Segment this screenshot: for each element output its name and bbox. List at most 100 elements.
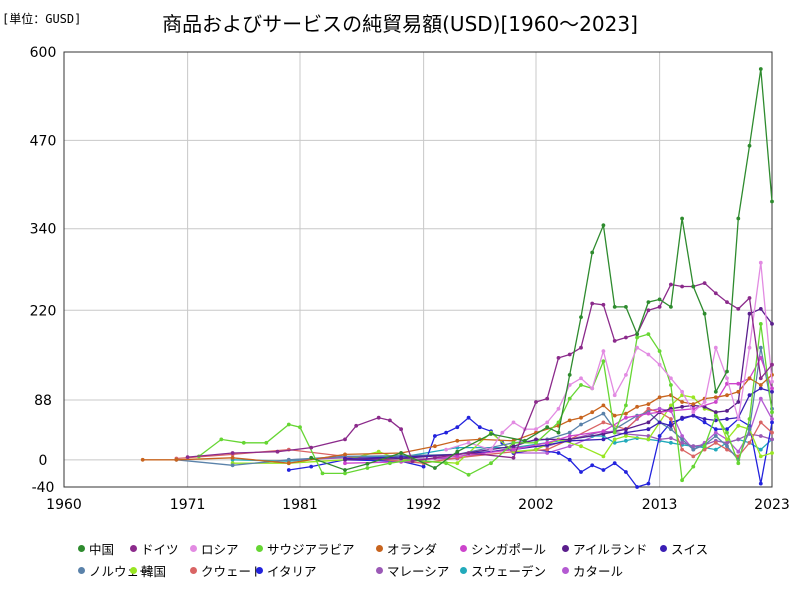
- legend-marker-icon: [376, 567, 383, 574]
- data-point: [567, 373, 572, 377]
- data-point: [758, 434, 763, 438]
- data-point: [567, 383, 572, 387]
- data-point: [713, 447, 718, 452]
- data-point: [680, 447, 684, 452]
- data-point: [725, 409, 729, 413]
- data-point: [354, 423, 359, 428]
- data-point: [590, 410, 595, 415]
- data-point: [758, 481, 763, 486]
- data-point: [624, 403, 628, 408]
- data-point: [601, 349, 606, 353]
- data-point: [601, 302, 606, 307]
- data-point: [657, 406, 662, 411]
- data-point: [770, 430, 774, 435]
- data-point: [747, 296, 752, 300]
- data-point: [567, 434, 572, 438]
- series-ドイツ: [185, 281, 774, 464]
- data-point: [590, 250, 595, 255]
- data-point: [635, 332, 639, 336]
- data-point: [376, 449, 381, 454]
- data-point: [579, 383, 583, 387]
- data-point: [590, 301, 595, 306]
- data-point: [590, 463, 595, 468]
- data-point: [657, 305, 662, 309]
- data-point: [556, 451, 561, 455]
- data-point: [770, 437, 774, 442]
- y-tick-label: 0: [39, 453, 48, 469]
- data-point: [646, 481, 651, 486]
- data-point: [567, 437, 572, 442]
- y-tick-label: 88: [34, 393, 52, 409]
- legend-label: イタリア: [267, 564, 317, 579]
- data-point: [725, 369, 729, 374]
- data-point: [365, 466, 370, 470]
- data-point: [747, 143, 752, 148]
- data-point: [556, 430, 561, 435]
- data-point: [601, 411, 606, 416]
- data-point: [646, 437, 651, 442]
- data-point: [601, 420, 606, 425]
- data-point: [758, 386, 763, 391]
- data-point: [725, 300, 729, 304]
- data-point: [567, 352, 572, 357]
- legend-label: ロシア: [201, 542, 239, 557]
- data-point: [758, 376, 763, 381]
- legend-marker-icon: [78, 567, 85, 574]
- data-point: [713, 410, 718, 415]
- data-point: [612, 437, 617, 442]
- data-point: [433, 434, 437, 438]
- data-point: [477, 425, 482, 430]
- legend-label: クウェート: [201, 564, 264, 579]
- data-point: [466, 440, 471, 445]
- series-line: [310, 68, 773, 471]
- data-point: [399, 456, 403, 461]
- legend-label: 中国: [89, 542, 115, 557]
- data-point: [601, 437, 606, 442]
- data-point: [320, 471, 325, 476]
- data-point: [691, 395, 696, 400]
- data-point: [770, 199, 774, 204]
- data-point: [567, 430, 572, 435]
- data-point: [635, 404, 639, 409]
- data-point: [669, 440, 673, 445]
- data-point: [691, 454, 696, 459]
- data-point: [646, 420, 651, 425]
- data-point: [770, 389, 774, 394]
- data-point: [624, 373, 628, 377]
- data-point: [669, 282, 673, 287]
- data-point: [601, 432, 606, 436]
- data-point: [725, 440, 729, 445]
- legend-item: 韓国: [130, 561, 166, 580]
- data-point: [669, 403, 673, 408]
- data-point: [713, 395, 718, 400]
- data-point: [511, 440, 516, 445]
- data-point: [747, 376, 752, 381]
- legend-label: シンガポール: [471, 542, 547, 557]
- data-point: [758, 420, 763, 425]
- data-point: [612, 393, 617, 398]
- data-point: [713, 434, 718, 438]
- data-point: [646, 308, 651, 313]
- legend-marker-icon: [460, 545, 467, 552]
- legend-marker-icon: [78, 545, 85, 552]
- data-point: [579, 470, 583, 474]
- data-point: [646, 352, 651, 357]
- series-layer: [140, 67, 774, 489]
- data-point: [579, 422, 583, 427]
- legend-item: ロシア: [190, 539, 239, 558]
- data-point: [770, 451, 774, 455]
- data-point: [579, 376, 583, 381]
- data-point: [579, 315, 583, 319]
- data-point: [601, 223, 606, 228]
- data-point: [522, 438, 527, 443]
- data-point: [713, 427, 718, 432]
- data-point: [466, 472, 471, 477]
- legend-label: ドイツ: [141, 542, 179, 557]
- data-point: [747, 427, 752, 432]
- legend-item: シンガポール: [460, 539, 546, 558]
- data-point: [545, 396, 550, 401]
- y-tick-label: 220: [30, 303, 57, 319]
- data-point: [680, 437, 684, 442]
- legend-label: サウジアラビア: [267, 542, 355, 557]
- data-point: [713, 413, 718, 418]
